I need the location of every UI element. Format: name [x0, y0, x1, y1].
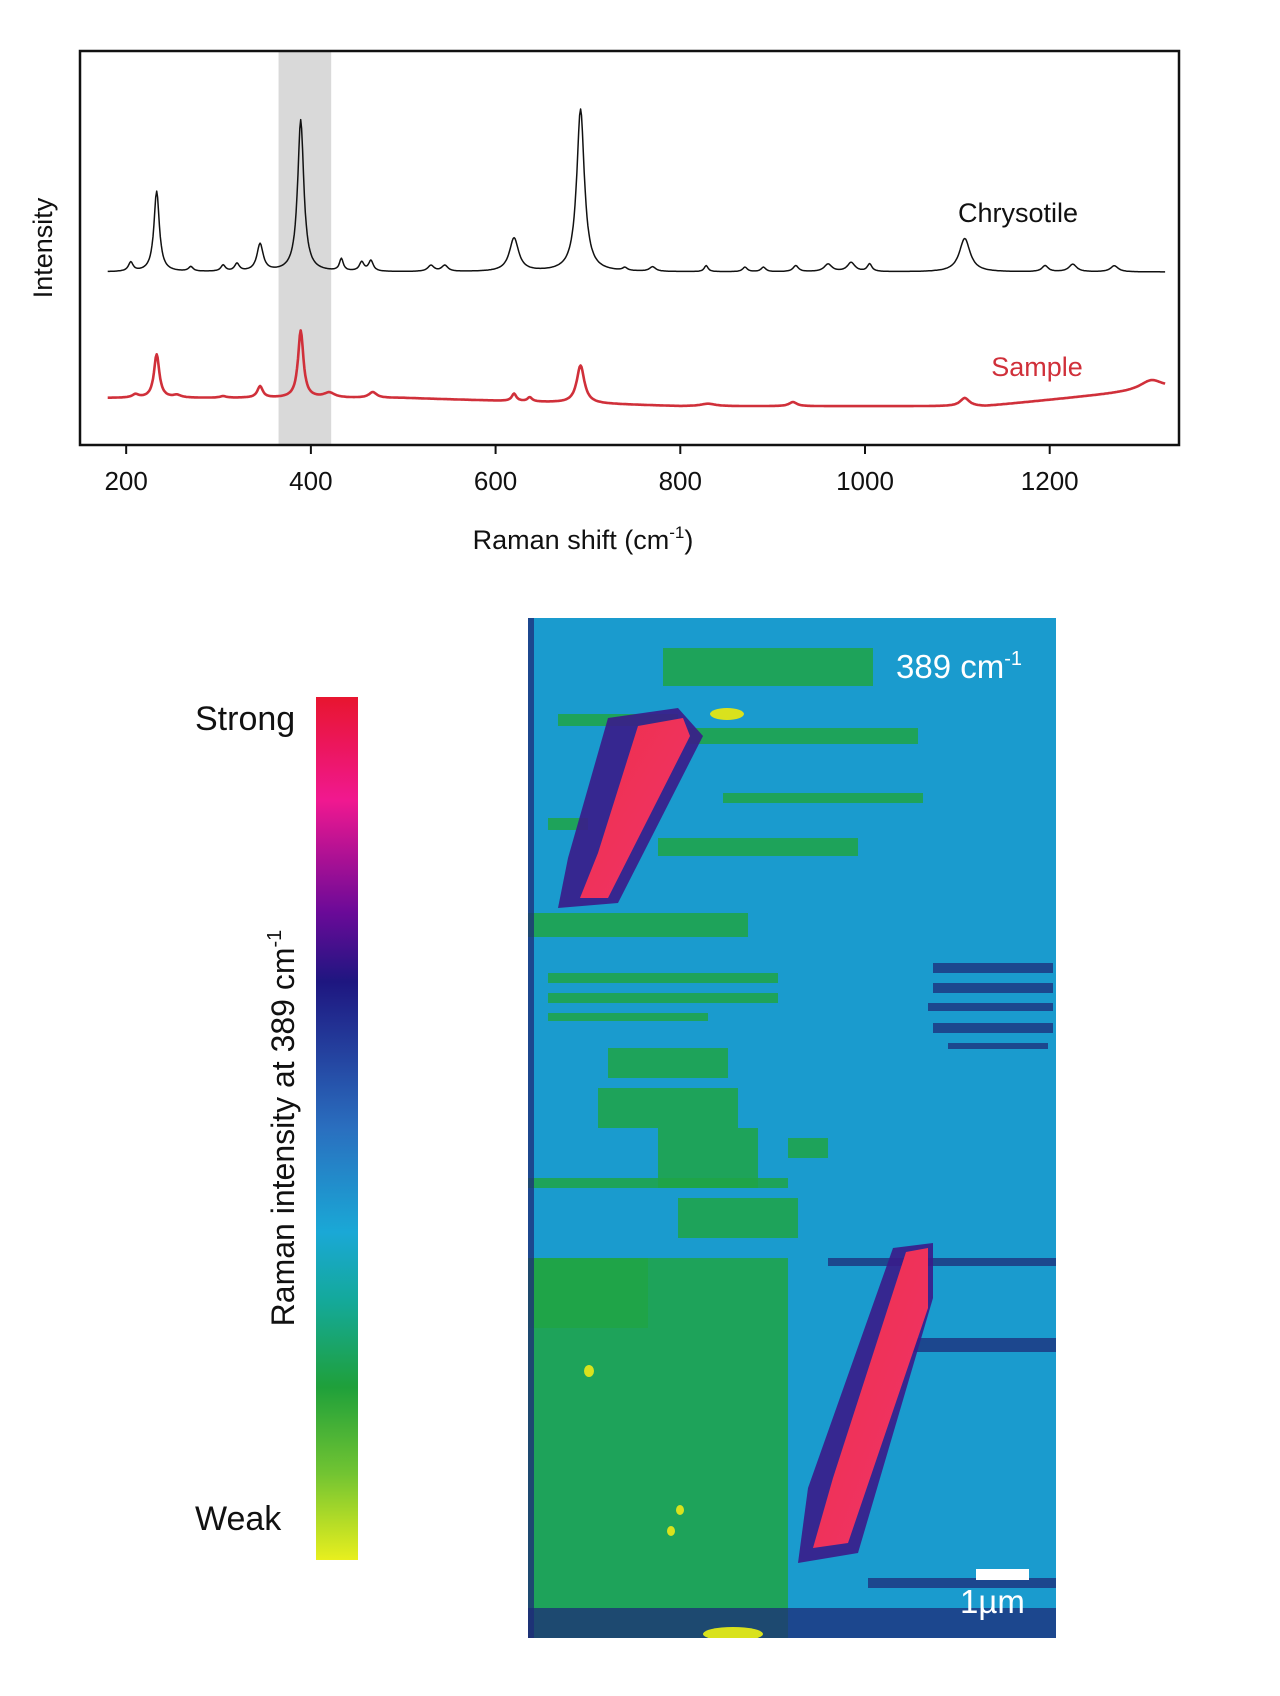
- colorbar: Strong Weak Raman intensity at 389 cm-1: [195, 697, 358, 1560]
- raman-spectrum-chart: 200 400 600 800 1000 1200 Intensity Raman shi…: [28, 49, 1181, 555]
- weak-spot: [667, 1526, 675, 1536]
- dark-region: [933, 1023, 1053, 1033]
- x-axis-ticks: 200 400 600 800 1000 1200: [104, 445, 1079, 496]
- map-weak-spots: [584, 708, 763, 1638]
- x-axis-label: Raman shift (cm-1): [473, 523, 694, 555]
- dark-region: [933, 983, 1053, 993]
- green-region: [528, 1258, 648, 1328]
- series-line-chrysotile: [107, 108, 1166, 273]
- map-dark-regions: [528, 618, 1056, 1638]
- green-region: [608, 1048, 728, 1078]
- map-hot-regions: [558, 708, 933, 1563]
- x-tick-label: 1000: [836, 466, 894, 496]
- weak-spot: [710, 708, 744, 720]
- green-region: [598, 1088, 738, 1128]
- green-region: [548, 973, 778, 983]
- green-region: [678, 1198, 798, 1238]
- series-label-sample: Sample: [991, 352, 1083, 382]
- x-tick-label: 400: [289, 466, 332, 496]
- x-tick-label: 200: [104, 466, 147, 496]
- map-wavenumber-label: 389 cm-1: [896, 648, 1022, 685]
- dark-region: [933, 963, 1053, 973]
- dark-region: [948, 1043, 1048, 1049]
- green-region: [788, 1138, 828, 1158]
- green-region: [658, 838, 858, 856]
- green-region: [548, 1013, 708, 1021]
- x-tick-label: 600: [474, 466, 517, 496]
- scale-bar: [976, 1569, 1029, 1580]
- fiber-chrysotile-lower: [813, 1248, 928, 1548]
- dark-region: [928, 1003, 1053, 1011]
- fiber-chrysotile-upper: [580, 718, 690, 898]
- series-layer: [107, 108, 1166, 408]
- green-region: [548, 993, 778, 1003]
- colorbar-low-label: Weak: [195, 1500, 282, 1538]
- x-tick-label: 1200: [1021, 466, 1079, 496]
- series-label-chrysotile: Chrysotile: [958, 198, 1078, 228]
- map-green-regions: [528, 648, 923, 1638]
- green-region: [528, 913, 748, 937]
- raman-intensity-map: 389 cm-1 1µm: [528, 618, 1056, 1638]
- weak-spot: [703, 1627, 763, 1638]
- green-region: [528, 1178, 788, 1188]
- green-region: [688, 728, 918, 744]
- weak-spot: [676, 1505, 684, 1515]
- colorbar-title: Raman intensity at 389 cm-1: [264, 930, 301, 1327]
- dark-region: [528, 1608, 1056, 1638]
- dark-region: [828, 1258, 1056, 1266]
- y-axis-label: Intensity: [28, 197, 58, 298]
- x-tick-label: 800: [659, 466, 702, 496]
- dark-region: [528, 618, 534, 1638]
- plot-frame: [78, 49, 1181, 447]
- green-region: [663, 648, 873, 686]
- colorbar-high-label: Strong: [195, 700, 295, 738]
- weak-spot: [584, 1365, 594, 1377]
- scale-bar-label: 1µm: [960, 1583, 1025, 1620]
- dark-region: [908, 1338, 1056, 1352]
- green-region: [723, 793, 923, 803]
- highlight-band-389: [278, 51, 332, 445]
- colorbar-gradient: [316, 697, 358, 1560]
- dark-region: [868, 1578, 1056, 1588]
- series-line-sample: [107, 329, 1166, 408]
